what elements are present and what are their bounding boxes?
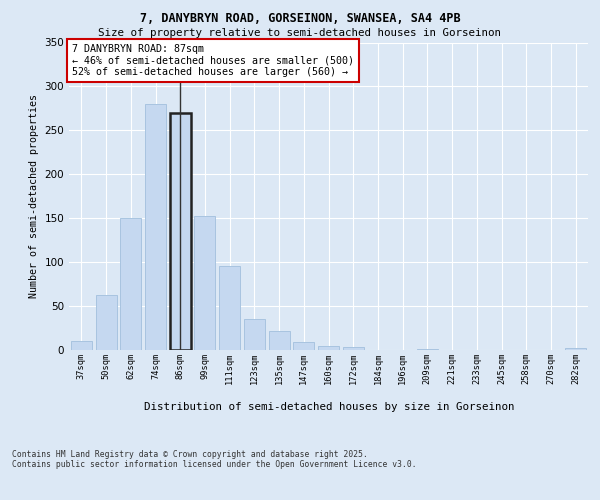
Bar	[565, 348, 586, 350]
Bar	[120, 218, 141, 350]
Text: 7 DANYBRYN ROAD: 87sqm
← 46% of semi-detached houses are smaller (500)
52% of se: 7 DANYBRYN ROAD: 87sqm ← 46% of semi-det…	[71, 44, 353, 77]
Bar	[194, 216, 215, 350]
Bar	[417, 349, 438, 350]
Bar	[71, 341, 92, 350]
Bar	[318, 346, 339, 350]
Text: Contains HM Land Registry data © Crown copyright and database right 2025.
Contai: Contains HM Land Registry data © Crown c…	[12, 450, 416, 469]
Text: Size of property relative to semi-detached houses in Gorseinon: Size of property relative to semi-detach…	[98, 28, 502, 38]
Text: Distribution of semi-detached houses by size in Gorseinon: Distribution of semi-detached houses by …	[143, 402, 514, 412]
Bar	[145, 104, 166, 350]
Bar	[244, 320, 265, 350]
Bar	[269, 330, 290, 350]
Bar	[343, 348, 364, 350]
Text: 7, DANYBRYN ROAD, GORSEINON, SWANSEA, SA4 4PB: 7, DANYBRYN ROAD, GORSEINON, SWANSEA, SA…	[140, 12, 460, 26]
Bar	[170, 113, 191, 350]
Y-axis label: Number of semi-detached properties: Number of semi-detached properties	[29, 94, 39, 298]
Bar	[293, 342, 314, 350]
Bar	[219, 266, 240, 350]
Bar	[95, 294, 116, 350]
